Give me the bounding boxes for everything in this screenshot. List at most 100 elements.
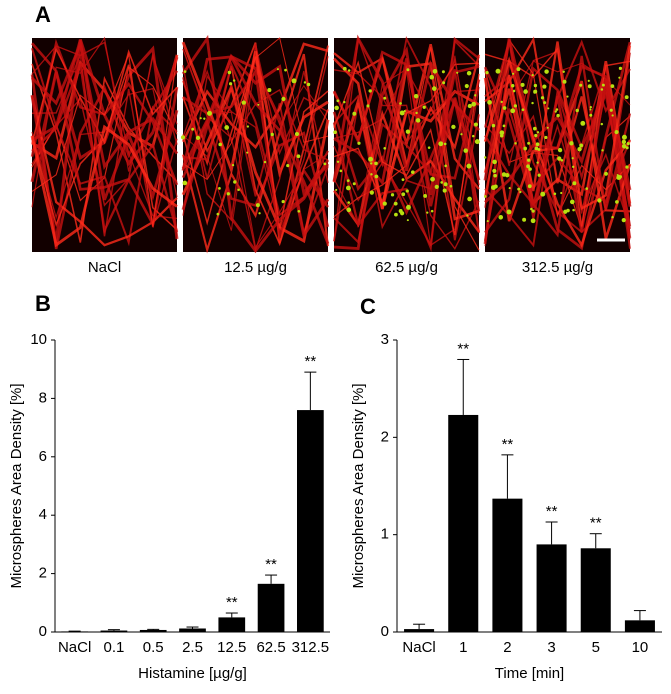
microsphere-spot — [241, 100, 246, 105]
microsphere-spot — [611, 215, 614, 219]
image-label: 312.5 µg/g — [522, 259, 593, 276]
microsphere-spot — [621, 139, 627, 145]
microsphere-spot — [334, 105, 339, 111]
microsphere-spot — [609, 108, 613, 112]
significance: ** — [265, 556, 277, 573]
significance: ** — [590, 515, 602, 532]
microsphere-spot — [232, 79, 236, 82]
significance: ** — [457, 340, 469, 357]
microsphere-spot — [621, 134, 627, 140]
microsphere-spot — [569, 199, 575, 205]
microsphere-spot — [393, 201, 398, 206]
microsphere-spot — [577, 147, 582, 152]
microsphere-spot — [382, 201, 387, 206]
microsphere-spot — [403, 109, 406, 113]
microsphere-spot — [563, 209, 568, 214]
error-bar — [589, 533, 602, 549]
microsphere-spot — [495, 68, 501, 74]
vessel — [484, 41, 631, 229]
microsphere-spot — [542, 84, 547, 89]
microsphere-spot — [199, 117, 202, 120]
microsphere-spot — [472, 134, 475, 138]
microsphere-spot — [499, 133, 504, 138]
microsphere-spot — [540, 96, 545, 100]
microsphere-spot — [368, 89, 372, 93]
microsphere-spot — [532, 126, 537, 131]
microsphere-spot — [399, 110, 405, 116]
error-bar — [225, 612, 238, 618]
microsphere-spot — [572, 208, 575, 212]
microsphere-spot — [600, 122, 604, 126]
microsphere-spot — [510, 108, 516, 114]
microsphere-spot — [413, 93, 419, 99]
microsphere-spot — [535, 142, 540, 147]
microsphere-spot — [228, 82, 233, 86]
vessel — [31, 36, 178, 208]
microsphere-spot — [514, 142, 517, 145]
vessel — [333, 55, 480, 247]
microsphere-spot — [534, 146, 539, 151]
microsphere-spot — [626, 142, 630, 146]
microsphere-spot — [600, 88, 604, 91]
bar — [297, 410, 324, 632]
microsphere-spot — [401, 192, 406, 197]
microsphere-spot — [589, 105, 592, 109]
microsphere-spot — [270, 132, 274, 137]
error-bar — [457, 358, 470, 415]
microsphere-spot — [226, 192, 230, 196]
y-tick-label: 0 — [381, 623, 389, 640]
microsphere-spot — [369, 190, 374, 195]
microsphere-spot — [562, 79, 567, 84]
bar — [139, 629, 167, 632]
microsphere-spot — [566, 95, 569, 98]
microsphere-spot — [508, 186, 511, 190]
microsphere-spot — [555, 108, 559, 111]
microsphere-spot — [597, 198, 602, 203]
bar — [580, 548, 611, 632]
microsphere-spot — [510, 84, 515, 88]
microsphere-spot — [615, 200, 619, 204]
panel-label: A — [35, 2, 51, 27]
microsphere-spot — [444, 164, 447, 168]
microsphere-spot — [427, 146, 431, 149]
microsphere-spot — [297, 209, 301, 213]
microsphere-spot — [463, 148, 468, 153]
vessel — [31, 52, 178, 237]
microsphere-spot — [589, 108, 592, 111]
microsphere-spot — [533, 91, 536, 94]
microsphere-spot — [556, 113, 560, 118]
microsphere-spot — [500, 100, 503, 104]
microsphere-spot — [526, 164, 530, 169]
microsphere-spot — [263, 160, 267, 164]
microsphere-spot — [442, 188, 447, 193]
microsphere-spot — [438, 141, 444, 147]
y-tick-label: 2 — [381, 428, 389, 445]
microsphere-spot — [398, 208, 403, 213]
microsphere-spot — [336, 160, 340, 164]
microsphere-spot — [547, 107, 550, 110]
microsphere-spot — [579, 143, 584, 148]
microsphere-spot — [255, 203, 260, 208]
x-tick-label: 0.1 — [103, 639, 124, 656]
bar — [100, 630, 128, 632]
vessel — [181, 82, 330, 244]
microsphere-spot — [406, 204, 411, 210]
microsphere-spot — [517, 187, 521, 191]
vessel — [30, 39, 179, 170]
microsphere-spot — [528, 167, 532, 171]
microsphere-spot — [467, 103, 472, 109]
microsphere-spot — [442, 81, 446, 85]
microsphere-spot — [557, 147, 563, 153]
microsphere-spot — [530, 207, 533, 211]
x-tick-label: 312.5 — [292, 639, 330, 656]
image-label: 62.5 µg/g — [375, 259, 438, 276]
microsphere-spot — [536, 161, 539, 164]
microsphere-spot — [246, 125, 250, 128]
microsphere-spot — [296, 154, 301, 159]
microsphere-spot — [460, 133, 463, 136]
vessel — [181, 54, 330, 240]
microsphere-spot — [237, 188, 240, 192]
microsphere-spot — [441, 70, 445, 74]
microsphere-spot — [218, 186, 221, 190]
vessel — [483, 61, 632, 207]
